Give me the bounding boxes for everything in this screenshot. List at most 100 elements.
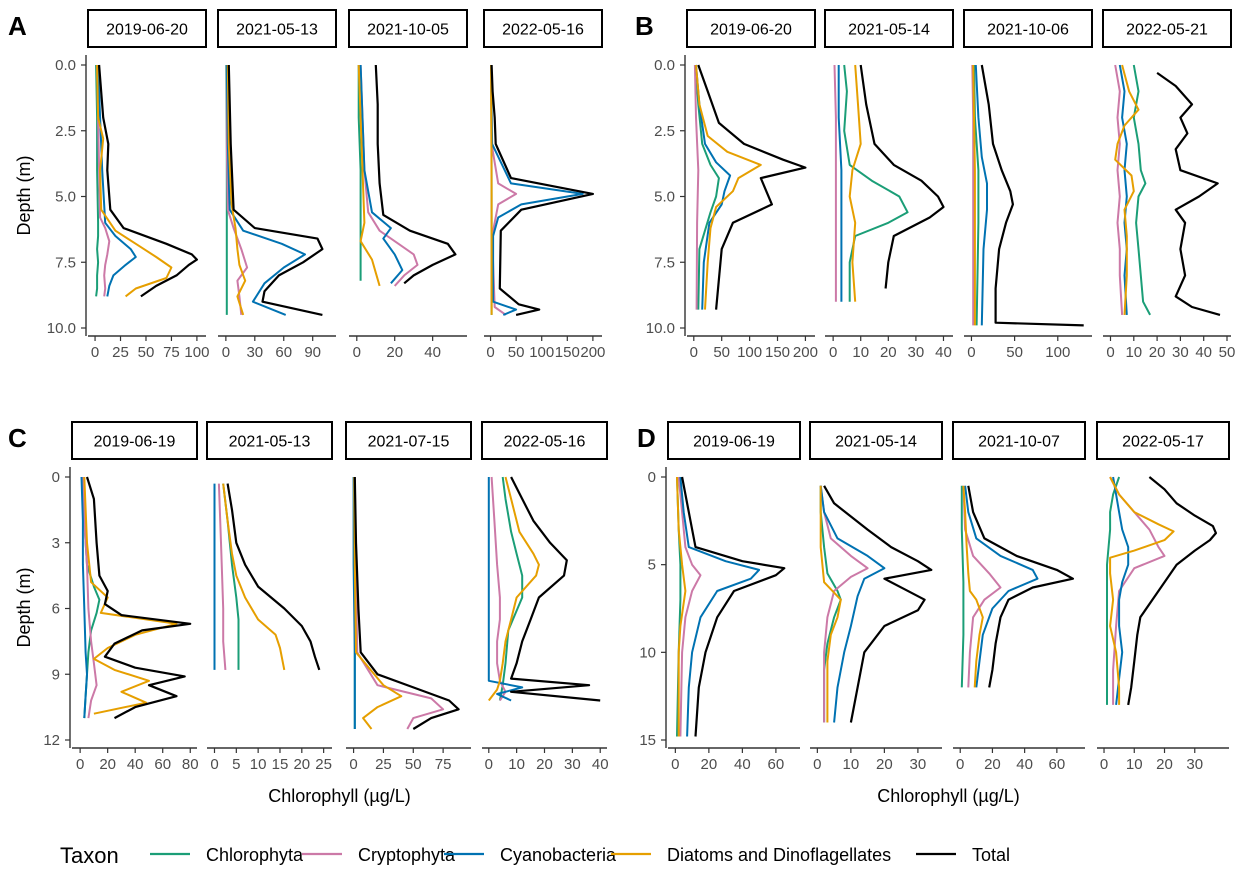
facet-strip [963, 9, 1093, 48]
facet-date-label: 2022-05-17 [1122, 434, 1204, 451]
series-line-total [353, 476, 460, 730]
y-tick-label: 0.0 [55, 57, 76, 74]
x-tick-label: 100 [529, 344, 554, 361]
x-tick-label: 150 [555, 344, 580, 361]
x-tick-label: 40 [127, 756, 144, 773]
facet-date-label: 2019-06-19 [693, 434, 775, 451]
series-line-diatoms-and-dinoflagellates [357, 64, 381, 287]
facet-date-label: 2021-05-13 [229, 434, 311, 451]
series-line-diatoms-and-dinoflagellates [676, 476, 687, 737]
x-tick-label: 20 [1149, 344, 1166, 361]
legend-entry: Diatoms and Dinoflagellates [611, 845, 891, 865]
legend-label: Total [972, 845, 1010, 865]
x-tick-label: 25 [315, 756, 332, 773]
legend-label: Cryptophyta [358, 845, 456, 865]
x-tick-label: 30 [564, 756, 581, 773]
facet-date-label: 2021-05-13 [236, 22, 318, 39]
legend-label: Diatoms and Dinoflagellates [667, 845, 891, 865]
series-line-cyanobacteria [97, 64, 137, 297]
legend-entries: Chlorophyta Cryptophyta Cyanobacteria Diato… [150, 845, 1010, 865]
facet-2022-05-16: 2022-05-16 0 10 20 30 40 [481, 421, 609, 773]
x-tick-label: 200 [580, 344, 605, 361]
facet-2019-06-20: 2019-06-20 0 25 50 75 100 [87, 9, 209, 361]
x-axis-title: Chlorophyll (µg/L) [877, 786, 1019, 806]
facet-date-label: 2021-10-07 [978, 434, 1060, 451]
panel-c: C 0 3 6 9 12 Depth (m) 2019-06-19 0 20 40 60 80 2021-… [8, 421, 609, 806]
y-tick-label: 15 [639, 732, 656, 749]
series-line-diatoms-and-dinoflagellates [226, 64, 247, 316]
x-tick-label: 40 [1195, 344, 1212, 361]
x-tick-label: 0 [967, 344, 975, 361]
series-line-total [1127, 476, 1218, 706]
series-line-chlorophyta [819, 485, 842, 723]
facet-date-label: 2022-05-16 [504, 434, 586, 451]
series-line-chlorophyta [1106, 476, 1121, 705]
series-line-total [823, 485, 933, 723]
x-tick-label: 0 [1106, 344, 1114, 361]
x-tick-label: 0 [829, 344, 837, 361]
x-tick-label: 0 [813, 756, 821, 773]
series-line-chlorophyta [357, 65, 362, 281]
x-tick-label: 5 [232, 756, 240, 773]
series-line-chlorophyta [498, 476, 524, 701]
y-tick-label: 6 [52, 601, 60, 618]
x-tick-label: 20 [701, 756, 718, 773]
x-tick-label: 20 [984, 756, 1001, 773]
facet-strip [345, 421, 472, 460]
facet-2019-06-19: 2019-06-19 0 20 40 60 80 [71, 421, 199, 773]
series-line-cryptophyta [359, 64, 419, 287]
x-tick-label: 10 [852, 344, 869, 361]
series-line-diatoms-and-dinoflagellates [819, 485, 842, 723]
facet-strip [87, 9, 207, 48]
x-tick-label: 20 [880, 344, 897, 361]
x-tick-label: 60 [154, 756, 171, 773]
series-line-cryptophyta [819, 485, 869, 723]
facet-strip [809, 421, 943, 460]
series-line-cyanobacteria [487, 477, 524, 702]
x-tick-label: 200 [793, 344, 818, 361]
y-tick-label: 7.5 [55, 254, 76, 271]
facet-date-label: 2019-06-19 [94, 434, 176, 451]
facet-2019-06-19: 2019-06-19 0 20 40 60 [667, 421, 801, 773]
series-line-cyanobacteria [819, 485, 886, 723]
x-tick-label: 0 [486, 344, 494, 361]
series-line-cryptophyta [693, 64, 700, 310]
y-tick-label: 5.0 [55, 189, 76, 206]
x-tick-label: 50 [405, 756, 422, 773]
x-tick-label: 10 [508, 756, 525, 773]
facet-date-label: 2021-07-15 [368, 434, 450, 451]
series-line-diatoms-and-dinoflagellates [1114, 64, 1140, 315]
x-tick-label: 0 [1100, 756, 1108, 773]
facet-2021-05-14: 2021-05-14 0 10 20 30 40 [824, 9, 954, 361]
series-line-diatoms-and-dinoflagellates [962, 485, 984, 688]
series-line-total [859, 64, 945, 289]
x-tick-label: 0 [353, 344, 361, 361]
x-tick-label: 100 [184, 344, 209, 361]
x-tick-label: 20 [386, 344, 403, 361]
series-line-total [510, 476, 601, 702]
x-tick-label: 0 [91, 344, 99, 361]
x-tick-label: 0 [76, 756, 84, 773]
x-tick-label: 20 [293, 756, 310, 773]
x-tick-label: 50 [713, 344, 730, 361]
series-line-diatoms-and-dinoflagellates [490, 64, 493, 315]
facet-strip [217, 9, 337, 48]
panel-letter: A [8, 11, 27, 41]
series-line-cyanobacteria [359, 64, 404, 284]
series-line-cyanobacteria [974, 64, 988, 326]
x-tick-label: 40 [592, 756, 609, 773]
facet-strip [71, 421, 198, 460]
x-tick-label: 20 [1156, 756, 1173, 773]
x-tick-label: 10 [1125, 344, 1142, 361]
facet-2021-10-07: 2021-10-07 0 20 40 60 [952, 421, 1086, 773]
x-tick-label: 50 [1219, 344, 1236, 361]
x-tick-label: 20 [536, 756, 553, 773]
facet-strip [1102, 9, 1232, 48]
legend-entry: Cyanobacteria [444, 845, 617, 865]
panel-letter: C [8, 423, 27, 453]
series-line-total [85, 476, 192, 720]
facet-strip [481, 421, 608, 460]
legend-entry: Chlorophyta [150, 845, 304, 865]
x-tick-label: 100 [737, 344, 762, 361]
